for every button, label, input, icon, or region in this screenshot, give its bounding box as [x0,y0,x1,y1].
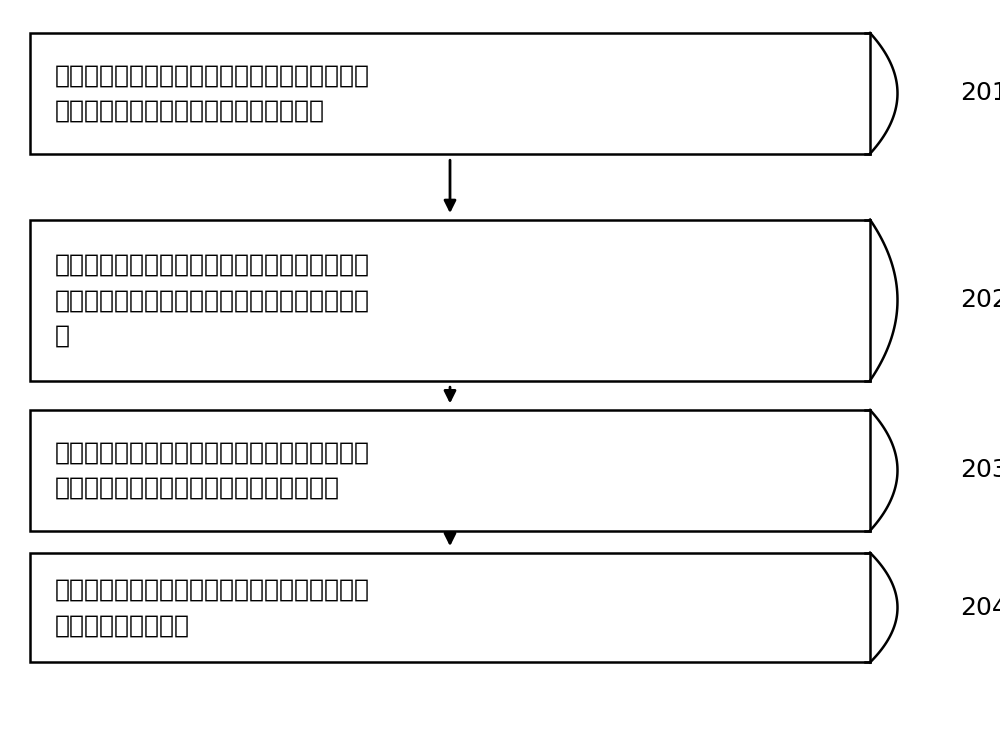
Text: 203: 203 [960,458,1000,482]
Bar [30,410,870,531]
Text: 201: 201 [960,81,1000,105]
Text: 202: 202 [960,288,1000,312]
Bar [30,220,870,381]
Text: 原子干涉陀螺仪系统利用调制处理后的相干操纵
激光对原子束进行相干操纵，使得原子束发生干
涉: 原子干涉陀螺仪系统利用调制处理后的相干操纵 激光对原子束进行相干操纵，使得原子束… [55,253,370,348]
Text: 原子干涉陀螺仪系统对相干操纵激光进行频率调
制处理，得到调制处理后的相干操纵激光: 原子干涉陀螺仪系统对相干操纵激光进行频率调 制处理，得到调制处理后的相干操纵激光 [55,64,370,123]
Bar [30,553,870,662]
Bar [30,33,870,154]
Text: 原子干涉陀螺仪系统获取原子束发生干涉后形成
的干涉条纹，并计算干涉条纹的包络中心点: 原子干涉陀螺仪系统获取原子束发生干涉后形成 的干涉条纹，并计算干涉条纹的包络中心… [55,441,370,500]
Text: 原子干涉陀螺仪系统基于包络中心点对应的调制
频率计算转动角速率: 原子干涉陀螺仪系统基于包络中心点对应的调制 频率计算转动角速率 [55,578,370,638]
Text: 204: 204 [960,596,1000,619]
